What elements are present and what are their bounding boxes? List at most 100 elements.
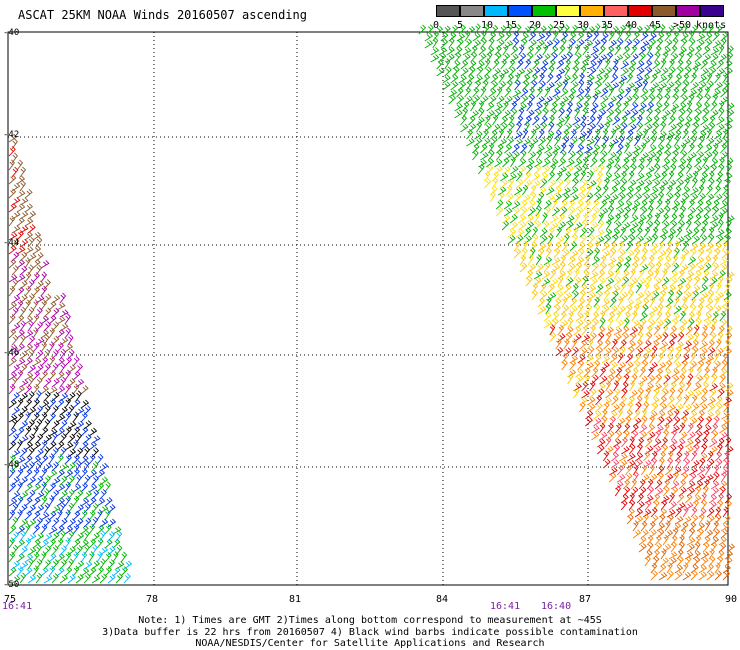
- wind-barb: [590, 157, 598, 168]
- wind-barb: [607, 198, 615, 210]
- wind-barb: [623, 261, 631, 273]
- wind-barb: [452, 60, 461, 70]
- wind-barb: [35, 264, 43, 276]
- wind-barb: [16, 553, 25, 563]
- wind-barb: [19, 225, 29, 234]
- wind-barb: [518, 44, 525, 56]
- wind-barb: [654, 107, 662, 119]
- wind-barb: [43, 545, 52, 556]
- wind-barb: [607, 374, 615, 385]
- wind-barb: [593, 240, 600, 252]
- wind-barb: [24, 425, 32, 437]
- wind-barb: [495, 206, 504, 217]
- wind-barb: [628, 116, 637, 126]
- wind-barb: [478, 45, 487, 56]
- wind-barb: [11, 197, 21, 206]
- wind-barb: [496, 149, 503, 161]
- wind-barb: [710, 541, 718, 553]
- wind-barb: [560, 142, 567, 154]
- wind-barb: [650, 135, 657, 147]
- wind-barb: [56, 385, 66, 395]
- wind-barb: [35, 349, 44, 360]
- wind-barb: [645, 445, 654, 455]
- wind-barb: [83, 517, 92, 528]
- note-line-3: NOAA/NESDIS/Center for Satellite Applica…: [195, 638, 545, 649]
- wind-barb: [679, 422, 686, 434]
- wind-barb: [642, 186, 651, 196]
- wind-barb: [622, 486, 631, 497]
- wind-barb: [596, 123, 605, 133]
- wind-barb: [483, 178, 492, 189]
- wind-barb: [683, 229, 693, 238]
- wind-barb: [96, 453, 104, 465]
- wind-barb: [609, 354, 618, 364]
- wind-barb: [662, 485, 670, 497]
- wind-barb: [686, 537, 696, 546]
- wind-barb: [490, 80, 499, 91]
- wind-barb: [691, 285, 701, 294]
- wind-barb: [612, 444, 621, 455]
- wind-barb: [662, 543, 672, 553]
- wind-barb: [684, 501, 694, 511]
- wind-barb: [530, 137, 539, 147]
- wind-barb: [718, 156, 725, 168]
- wind-barb: [578, 72, 585, 84]
- wind-barb: [645, 270, 654, 280]
- wind-barb: [622, 157, 630, 168]
- wind-barb: [466, 74, 475, 84]
- wind-barb: [637, 163, 645, 175]
- wind-barb: [72, 538, 81, 549]
- wind-barb: [557, 333, 566, 343]
- wind-barb: [559, 199, 568, 210]
- wind-barb: [16, 286, 25, 297]
- wind-barb: [551, 198, 558, 210]
- wind-barb: [557, 324, 565, 336]
- wind-barb: [548, 121, 555, 133]
- wind-barb: [715, 291, 725, 301]
- wind-barb: [706, 507, 715, 518]
- wind-barb: [64, 566, 73, 577]
- wind-barb: [51, 517, 60, 528]
- wind-barb: [432, 30, 440, 42]
- wind-barb: [35, 517, 43, 528]
- wind-barb: [678, 108, 686, 119]
- wind-barb: [664, 86, 672, 98]
- wind-barb: [565, 326, 574, 336]
- wind-barb: [649, 296, 656, 308]
- wind-barb: [647, 375, 656, 385]
- wind-barb: [628, 123, 637, 133]
- wind-barb: [51, 405, 59, 416]
- wind-barb: [721, 298, 730, 308]
- wind-barb: [535, 198, 542, 210]
- wind-barb: [542, 53, 551, 63]
- wind-barb: [716, 59, 725, 70]
- wind-barb: [570, 81, 579, 91]
- wind-barb: [611, 404, 620, 413]
- wind-barb: [32, 231, 42, 241]
- wind-barb: [16, 343, 25, 353]
- wind-barb: [634, 515, 644, 525]
- wind-barb: [674, 564, 684, 574]
- wind-barb: [96, 524, 105, 535]
- wind-barb: [83, 503, 91, 514]
- wind-barb: [24, 483, 33, 493]
- wind-barb: [638, 52, 647, 63]
- wind-barb: [498, 138, 508, 147]
- wind-barb: [556, 121, 564, 133]
- wind-barb: [679, 319, 688, 329]
- wind-barb: [40, 341, 47, 353]
- wind-barb: [528, 142, 535, 154]
- wind-barb: [585, 184, 592, 196]
- legend-label: 25: [553, 20, 566, 31]
- wind-barb: [462, 47, 472, 56]
- wind-barb: [693, 213, 702, 224]
- wind-barb: [562, 79, 569, 91]
- wind-barb: [613, 221, 622, 231]
- wind-barb: [702, 156, 708, 168]
- wind-barb: [661, 220, 670, 231]
- wind-barb: [534, 44, 542, 56]
- wind-barb: [653, 334, 663, 343]
- wind-barb: [664, 30, 672, 42]
- wind-barb: [595, 229, 605, 238]
- wind-barb: [665, 247, 673, 259]
